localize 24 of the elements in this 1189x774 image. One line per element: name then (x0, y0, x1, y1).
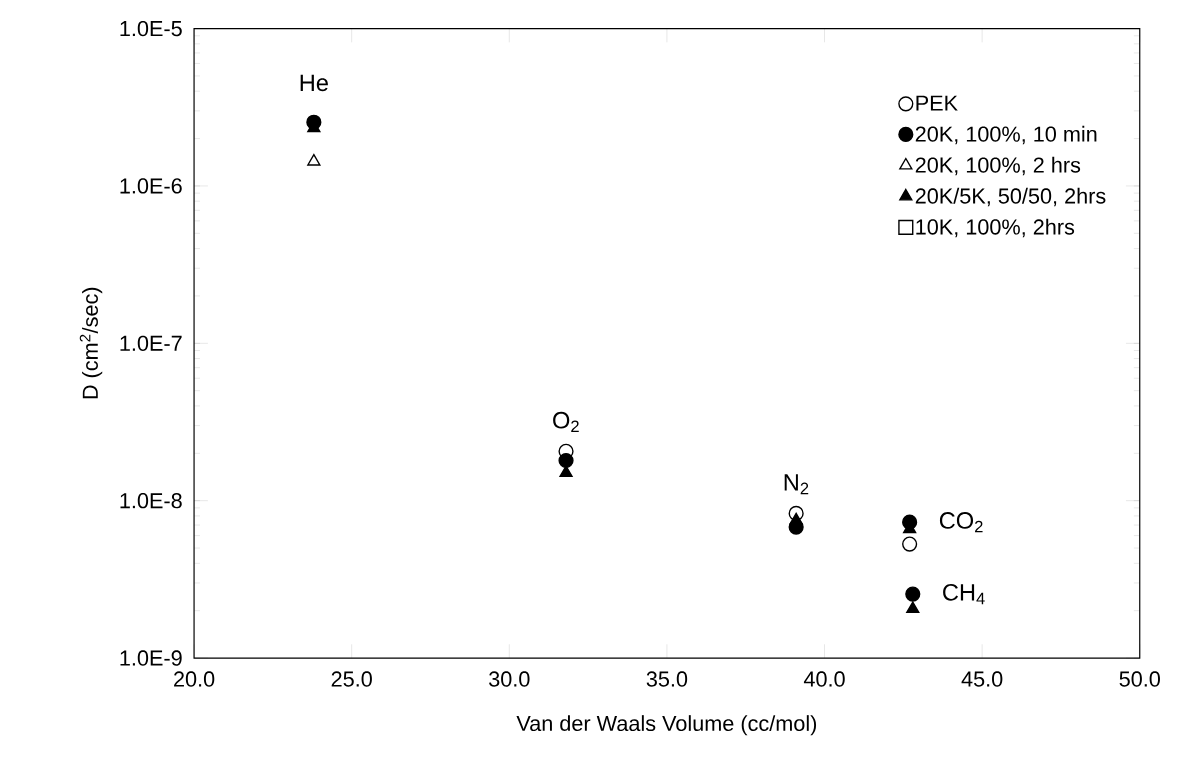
x-tick-label: 35.0 (646, 671, 688, 687)
legend-label: 10K, 100%, 2hrs (916, 218, 1075, 238)
legend-label: 20K, 100%, 2 hrs (915, 156, 1081, 176)
y-tick-label: 1.0E-7 (120, 335, 182, 351)
x-tick-label: 20.0 (174, 671, 215, 687)
y-tick-label: 1.0E-6 (120, 178, 182, 194)
x-tick-label: 40.0 (803, 671, 845, 687)
annotation: CO$_{2}$ (939, 511, 983, 533)
y-tick-label: 1.0E-9 (120, 650, 182, 666)
x-tick-label: 30.0 (489, 671, 530, 687)
annotation: N$_{2}$ (784, 474, 809, 495)
legend-label: 20K, 100%, 10 min (915, 125, 1097, 145)
annotation: He (300, 74, 328, 92)
annotation: O$_{2}$ (553, 411, 579, 432)
annotation: CH$_{4}$ (943, 583, 985, 605)
legend-label: 20K/5K, 50/50, 2hrs (915, 187, 1106, 207)
y-tick-label: 1.0E-8 (120, 492, 182, 509)
legend-label: PEK (916, 95, 958, 111)
x-tick-label: 25.0 (331, 671, 372, 687)
x-tick-label: 45.0 (961, 671, 1003, 687)
y-axis-title: D (cm$^{2}$/sec) (79, 287, 103, 399)
x-tick-label: 50.0 (1119, 671, 1160, 687)
y-tick-label: 1.0E-5 (120, 20, 182, 37)
x-axis-title: Van der Waals Volume (cc/mol) (516, 715, 817, 736)
